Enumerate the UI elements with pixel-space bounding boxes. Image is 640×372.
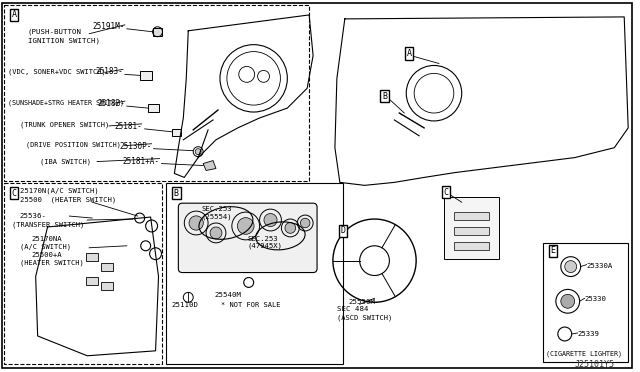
Bar — [86, 278, 98, 285]
Text: 25110D: 25110D — [172, 302, 198, 308]
Text: (TRUNK OPENER SWITCH): (TRUNK OPENER SWITCH) — [20, 122, 109, 128]
Text: (CIGARETTE LIGHTER): (CIGARETTE LIGHTER) — [546, 351, 622, 357]
Text: (47945X): (47945X) — [248, 243, 283, 249]
Circle shape — [285, 222, 296, 233]
Text: 25500  (HEATER SWITCH): 25500 (HEATER SWITCH) — [20, 196, 116, 203]
Bar — [454, 242, 490, 250]
Text: (DRIVE POSITION SWITCH): (DRIVE POSITION SWITCH) — [26, 142, 120, 148]
Circle shape — [300, 218, 310, 228]
Text: 25500+A: 25500+A — [32, 252, 62, 258]
Text: C: C — [12, 189, 17, 198]
Text: E: E — [550, 246, 556, 255]
Circle shape — [189, 216, 204, 230]
Text: (SUNSHADE+STRG HEATER SWITCH): (SUNSHADE+STRG HEATER SWITCH) — [8, 99, 124, 106]
Circle shape — [237, 218, 254, 234]
Text: (TRANSFER SWITCH): (TRANSFER SWITCH) — [12, 221, 84, 228]
Circle shape — [195, 149, 201, 155]
Text: SEC.253: SEC.253 — [248, 236, 278, 242]
Text: (A/C SWITCH): (A/C SWITCH) — [20, 244, 71, 250]
Bar — [172, 129, 181, 136]
Bar — [101, 282, 113, 291]
Text: C: C — [444, 188, 449, 197]
Text: SEC.253: SEC.253 — [201, 206, 232, 212]
Bar — [4, 5, 309, 182]
Text: 25181-: 25181- — [114, 122, 141, 131]
FancyBboxPatch shape — [179, 203, 317, 273]
Text: SEC 484: SEC 484 — [337, 306, 369, 312]
Bar — [454, 227, 490, 235]
Text: A: A — [406, 49, 412, 58]
Text: 25330A: 25330A — [587, 263, 613, 269]
Text: B: B — [382, 92, 387, 101]
Bar — [86, 253, 98, 261]
Circle shape — [264, 214, 277, 227]
Bar — [140, 71, 152, 80]
Text: (PUSH-BUTTON: (PUSH-BUTTON — [28, 29, 82, 35]
Circle shape — [210, 227, 222, 239]
Text: J25101Y5: J25101Y5 — [574, 360, 614, 369]
Text: 25330: 25330 — [584, 296, 607, 302]
Text: B: B — [174, 189, 179, 198]
Bar — [152, 28, 163, 36]
Text: 25183-: 25183- — [95, 67, 123, 76]
Text: (IBA SWITCH): (IBA SWITCH) — [40, 158, 91, 165]
Text: (HEATER SWITCH): (HEATER SWITCH) — [20, 260, 84, 266]
Bar — [454, 212, 490, 220]
Text: IGNITION SWITCH): IGNITION SWITCH) — [28, 38, 100, 44]
Text: 25182-: 25182- — [97, 99, 125, 108]
Bar — [101, 263, 113, 270]
Bar — [166, 183, 343, 364]
Text: 25181+A-: 25181+A- — [122, 157, 159, 166]
Bar — [444, 197, 499, 259]
Text: 25339: 25339 — [578, 331, 600, 337]
Circle shape — [561, 294, 575, 308]
Text: * NOT FOR SALE: * NOT FOR SALE — [221, 302, 280, 308]
Bar — [4, 183, 163, 364]
Polygon shape — [203, 161, 216, 170]
Text: 25170N(A/C SWITCH): 25170N(A/C SWITCH) — [20, 187, 99, 194]
Text: 25130P-: 25130P- — [119, 142, 152, 151]
Bar — [543, 243, 628, 362]
Text: (ASCD SWITCH): (ASCD SWITCH) — [337, 314, 392, 321]
Text: 25170NA: 25170NA — [32, 236, 62, 242]
Circle shape — [564, 261, 577, 273]
Text: (VDC, SONER+VDC SWITCH): (VDC, SONER+VDC SWITCH) — [8, 68, 106, 75]
Text: 25536-: 25536- — [20, 213, 47, 219]
Text: D: D — [340, 227, 346, 235]
Text: A: A — [12, 10, 17, 19]
Text: 25191M-: 25191M- — [92, 22, 125, 31]
Text: 25540M: 25540M — [214, 292, 241, 298]
Text: (25554): (25554) — [201, 213, 232, 219]
Text: 25550M-: 25550M- — [349, 299, 380, 305]
Bar — [148, 104, 159, 112]
